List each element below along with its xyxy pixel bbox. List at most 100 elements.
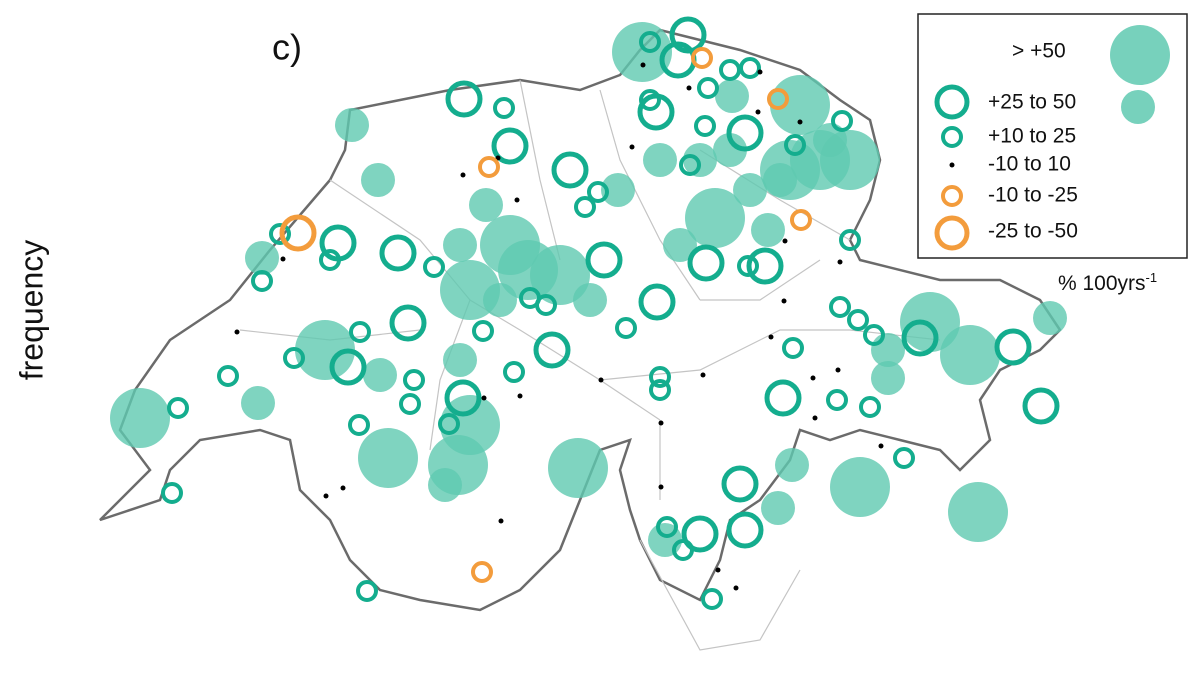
unit-label: % 100yrs-1 bbox=[1058, 270, 1157, 295]
station-symbol bbox=[498, 518, 504, 524]
station-symbol bbox=[323, 493, 329, 499]
station-symbol bbox=[423, 256, 445, 278]
station-symbol bbox=[737, 255, 759, 277]
station-symbol bbox=[681, 515, 719, 553]
station-symbol bbox=[639, 31, 661, 53]
station-symbol bbox=[757, 69, 763, 75]
station-symbol bbox=[629, 144, 635, 150]
axis-label: frequency bbox=[13, 240, 49, 381]
legend-label: +25 to 50 bbox=[988, 91, 1076, 114]
station-symbol bbox=[283, 347, 305, 369]
station-symbol bbox=[691, 47, 713, 69]
station-symbol bbox=[739, 57, 761, 79]
station-symbol bbox=[279, 214, 317, 252]
station-symbol bbox=[768, 334, 774, 340]
station-symbol bbox=[460, 172, 466, 178]
station-symbol bbox=[472, 320, 494, 342]
station-symbol bbox=[656, 516, 678, 538]
station-symbol bbox=[790, 209, 812, 231]
station-symbol bbox=[480, 215, 540, 275]
station-symbol bbox=[893, 447, 915, 469]
station-symbol bbox=[813, 123, 847, 157]
station-symbol bbox=[948, 482, 1008, 542]
station-symbol bbox=[574, 196, 596, 218]
legend-symbol bbox=[934, 84, 970, 120]
station-symbol bbox=[389, 304, 427, 342]
station-symbol bbox=[746, 247, 784, 285]
station-symbol bbox=[443, 228, 477, 262]
legend-label: -10 to 10 bbox=[988, 153, 1071, 176]
station-symbol bbox=[701, 588, 723, 610]
station-symbol bbox=[683, 143, 717, 177]
station-symbol bbox=[770, 75, 830, 135]
station-symbol bbox=[217, 365, 239, 387]
station-symbol bbox=[767, 88, 789, 110]
station-symbol bbox=[295, 320, 355, 380]
station-symbol bbox=[830, 457, 890, 517]
station-symbol bbox=[901, 319, 939, 357]
station-symbol bbox=[663, 228, 697, 262]
station-symbol bbox=[329, 348, 367, 386]
legend: > +50 +25 to 50 +10 to 25 -10 to 10 -10 … bbox=[917, 13, 1188, 295]
station-symbol bbox=[533, 331, 571, 369]
station-symbol bbox=[669, 16, 707, 54]
station-symbol bbox=[685, 188, 745, 248]
station-symbol bbox=[469, 188, 503, 222]
legend-symbol bbox=[949, 162, 955, 168]
station-symbol bbox=[110, 388, 170, 448]
station-symbol bbox=[1033, 301, 1067, 335]
station-symbol bbox=[755, 109, 761, 115]
station-symbol bbox=[784, 134, 806, 156]
station-symbol bbox=[280, 256, 286, 262]
station-symbol bbox=[251, 270, 273, 292]
station-symbol bbox=[471, 561, 493, 583]
station-symbol bbox=[700, 372, 706, 378]
station-symbol bbox=[649, 379, 671, 401]
station-symbol bbox=[161, 482, 183, 504]
station-symbol bbox=[672, 539, 694, 561]
station-symbol bbox=[826, 389, 848, 411]
station-symbol bbox=[733, 173, 767, 207]
station-symbol bbox=[491, 127, 529, 165]
station-symbol bbox=[726, 114, 764, 152]
station-symbol bbox=[535, 294, 557, 316]
station-symbol bbox=[348, 414, 370, 436]
station-symbol bbox=[349, 321, 371, 343]
station-symbol bbox=[761, 491, 795, 525]
unit-text: % 100yrs bbox=[1058, 272, 1146, 295]
station-symbol bbox=[514, 197, 520, 203]
station-symbol bbox=[615, 317, 637, 339]
station-symbol bbox=[871, 333, 905, 367]
station-symbol bbox=[863, 324, 885, 346]
station-symbol bbox=[764, 379, 802, 417]
legend-label: > +50 bbox=[1012, 40, 1066, 63]
station-symbol bbox=[687, 244, 725, 282]
station-symbol bbox=[643, 143, 677, 177]
station-symbol bbox=[358, 428, 418, 488]
station-symbol bbox=[751, 213, 785, 247]
country-border bbox=[99, 28, 1062, 612]
station-symbol bbox=[637, 93, 675, 131]
station-symbol bbox=[782, 238, 788, 244]
legend-symbol bbox=[934, 215, 970, 251]
station-symbol bbox=[649, 366, 671, 388]
station-symbol bbox=[713, 133, 747, 167]
station-symbol bbox=[733, 585, 739, 591]
station-symbol bbox=[831, 110, 853, 132]
station-symbol bbox=[234, 329, 240, 335]
station-symbol bbox=[399, 393, 421, 415]
station-symbol bbox=[438, 413, 460, 435]
legend-label: +10 to 25 bbox=[988, 125, 1076, 148]
station-symbol bbox=[812, 415, 818, 421]
station-symbol bbox=[551, 151, 589, 189]
station-symbol bbox=[269, 223, 291, 245]
station-symbol bbox=[530, 245, 590, 305]
station-symbol bbox=[847, 309, 869, 331]
station-symbol bbox=[493, 97, 515, 119]
station-symbol bbox=[548, 438, 608, 498]
station-symbol bbox=[658, 484, 664, 490]
station-symbol bbox=[839, 229, 861, 251]
station-symbol bbox=[726, 511, 764, 549]
